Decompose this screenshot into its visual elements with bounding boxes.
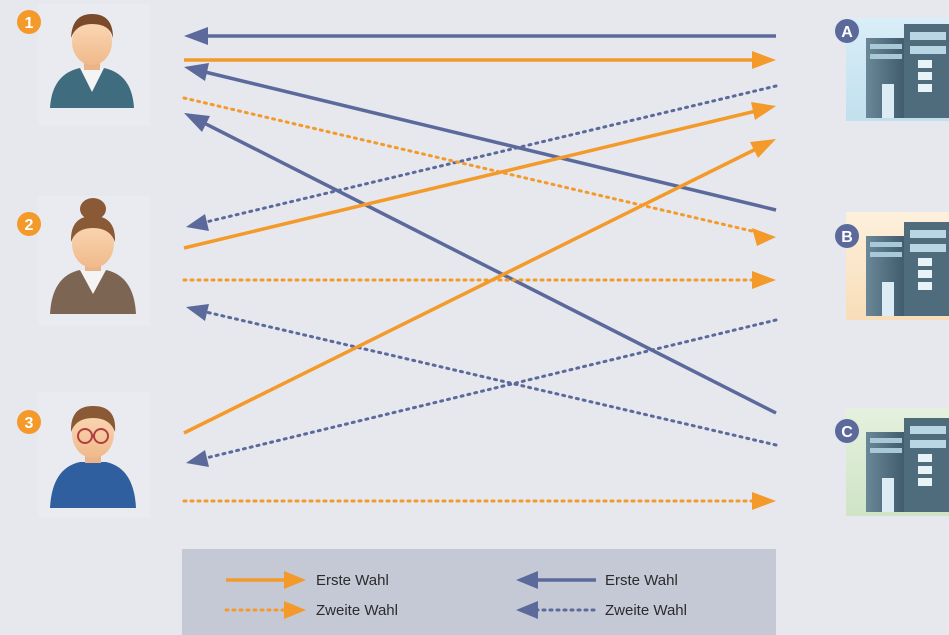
person-3-badge: [17, 410, 41, 434]
arrow-3-to-c-second-choice: [182, 492, 776, 510]
person-1-number: 1: [25, 15, 34, 32]
arrow-1-to-a-first-choice: [184, 51, 776, 69]
legend-orange-solid-label: Erste Wahl: [316, 572, 389, 589]
arrow-1-to-b-second-choice: [182, 96, 776, 246]
company-a: A: [835, 18, 949, 121]
person-1: 1: [17, 4, 150, 126]
person-3-number: 3: [25, 415, 34, 432]
boy-with-glasses-icon: [50, 406, 136, 508]
person-1-badge: [17, 10, 41, 34]
legend: Erste Wahl Zweite Wahl Erste Wahl Zweite…: [182, 549, 776, 635]
legend-blue-dotted: Zweite Wahl: [516, 601, 687, 619]
building-icon: [866, 222, 949, 316]
building-icon: [866, 418, 949, 512]
arrow-c-to-1-first-choice: [184, 113, 777, 415]
person-2: 2: [17, 196, 150, 326]
legend-orange-dotted: Zweite Wahl: [224, 601, 398, 619]
company-b-letter: B: [841, 229, 853, 246]
company-a-badge: [835, 19, 859, 43]
legend-orange-solid: Erste Wahl: [226, 571, 389, 589]
legend-blue-solid-label: Erste Wahl: [605, 572, 678, 589]
arrow-3-to-a-first-choice: [183, 139, 776, 435]
legend-blue-dotted-label: Zweite Wahl: [605, 602, 687, 619]
company-c-badge: [835, 419, 859, 443]
arrow-c-to-2-second-choice: [186, 304, 778, 447]
woman-icon: [50, 198, 136, 314]
legend-blue-solid: Erste Wahl: [516, 571, 678, 589]
company-c: C: [835, 408, 949, 516]
legend-orange-dotted-label: Zweite Wahl: [316, 602, 398, 619]
legend-box: [182, 549, 776, 635]
person-3: 3: [17, 392, 150, 518]
arrow-a-to-2-second-choice: [186, 84, 778, 231]
arrow-2-to-b-second-choice: [182, 271, 776, 289]
person-2-number: 2: [25, 217, 34, 234]
arrow-b-to-1-first-choice: [184, 63, 777, 212]
company-b-badge: [835, 224, 859, 248]
building-icon: [866, 24, 949, 118]
arrow-a-to-1-first-choice: [184, 27, 776, 45]
person-2-badge: [17, 212, 41, 236]
arrow-2-to-a-first-choice: [183, 102, 776, 250]
arrow-b-to-3-second-choice: [186, 318, 778, 467]
man-icon: [50, 14, 134, 108]
company-a-letter: A: [841, 24, 853, 41]
company-c-letter: C: [841, 424, 853, 441]
company-b: B: [835, 212, 949, 320]
preference-arrows: [182, 27, 778, 510]
